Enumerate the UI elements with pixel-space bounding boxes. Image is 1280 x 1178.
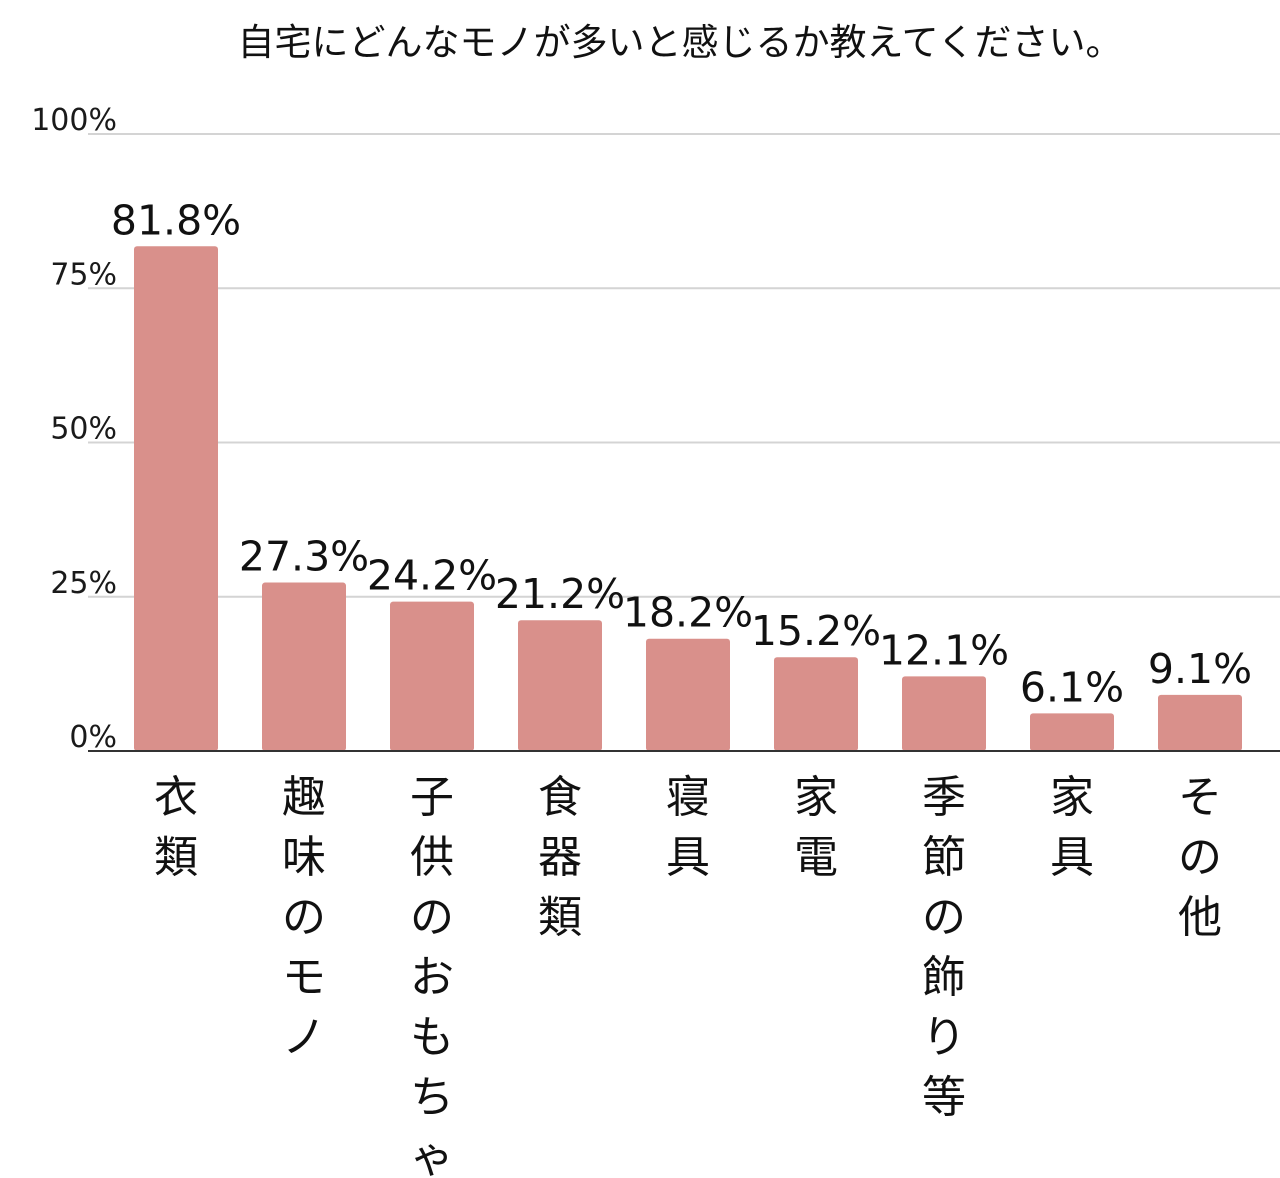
category-label-9: その他: [1178, 772, 1222, 943]
bar-3: [390, 601, 474, 751]
bar-7: [902, 676, 986, 751]
y-axis-ticks: 0% 25% 50% 75% 100%: [31, 103, 117, 755]
y-tick-label: 0%: [69, 720, 117, 755]
category-label-3: 子供のおもちゃ: [410, 772, 454, 1178]
bar-6: [774, 657, 858, 751]
data-label-7: 12.1%: [879, 626, 1009, 674]
category-label-1: 衣類: [154, 772, 198, 883]
category-label-6: 家電: [794, 772, 838, 883]
bar-4: [518, 620, 602, 751]
data-label-2: 27.3%: [239, 533, 369, 581]
category-label-8: 家具: [1050, 772, 1094, 883]
data-labels: 81.8% 27.3%24.2%21.2%18.2%15.2%12.1%6.1% 9…: [111, 196, 1252, 711]
y-tick-label: 50%: [50, 412, 117, 447]
data-label-4: 21.2%: [495, 570, 625, 618]
y-tick-label: 100%: [31, 103, 117, 138]
category-label-5: 寝具: [666, 772, 710, 883]
data-label-1: 81.8%: [111, 196, 241, 244]
chart-title: 自宅にどんなモノが多いと感じるか教えてください。: [237, 21, 1122, 64]
bar-1: [134, 246, 218, 751]
bar-8: [1030, 713, 1114, 751]
bar-2: [262, 582, 346, 751]
y-tick-label: 25%: [50, 566, 117, 601]
category-label-2: 趣味のモノ: [282, 772, 326, 1063]
data-label-5: 18.2%: [623, 589, 753, 637]
data-label-6: 15.2%: [751, 607, 881, 655]
bar-9: [1158, 694, 1242, 751]
y-tick-label: 75%: [50, 257, 117, 292]
bar-5: [646, 638, 730, 751]
category-label-4: 食器類: [538, 772, 582, 943]
category-label-7: 季節の飾り等: [922, 772, 966, 1123]
bars: [134, 246, 1242, 751]
data-label-8: 6.1%: [1020, 663, 1124, 711]
gridlines: [88, 133, 1280, 598]
data-label-9: 9.1%: [1148, 645, 1252, 693]
data-label-3: 24.2%: [367, 552, 497, 600]
